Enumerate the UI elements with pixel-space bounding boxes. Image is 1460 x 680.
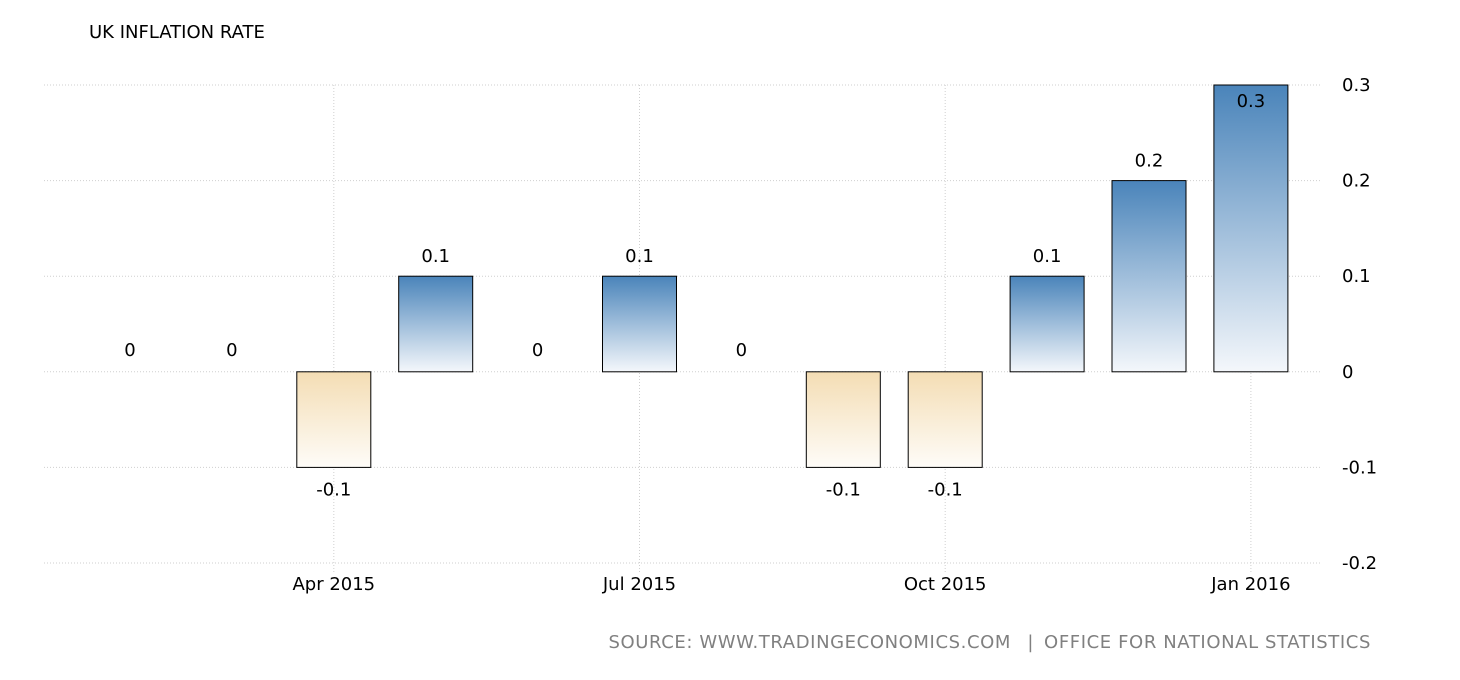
source-separator: | xyxy=(1027,632,1035,653)
bars xyxy=(296,84,1289,468)
horizontal-gridlines xyxy=(44,84,1322,564)
bar-data-label: -0.1 xyxy=(928,479,963,500)
x-axis-tick-labels: Apr 2015 Jul 2015 Oct 2015 Jan 2016 xyxy=(292,574,1290,595)
bar-data-label: 0 xyxy=(124,340,135,361)
y-tick-label: 0.2 xyxy=(1342,171,1371,192)
bar xyxy=(907,371,983,468)
y-tick-label: 0.1 xyxy=(1342,266,1371,287)
x-tick-label: Oct 2015 xyxy=(904,574,987,595)
y-tick-label: 0 xyxy=(1342,362,1353,383)
y-tick-label: -0.1 xyxy=(1342,457,1377,478)
bar-data-label: 0 xyxy=(736,340,747,361)
source-publisher: OFFICE FOR NATIONAL STATISTICS xyxy=(1044,632,1371,653)
bar-data-label: -0.1 xyxy=(826,479,861,500)
bar xyxy=(1111,180,1187,373)
bar-data-label: -0.1 xyxy=(316,479,351,500)
bar xyxy=(602,275,677,373)
x-tick-label: Jan 2016 xyxy=(1210,574,1290,595)
y-axis-tick-labels: 0.3 0.2 0.1 0 -0.1 -0.2 xyxy=(1342,75,1377,574)
bar xyxy=(805,371,881,468)
source-credit: SOURCE: WWW.TRADINGECONOMICS.COM | OFFICE… xyxy=(608,632,1371,653)
y-tick-label: 0.3 xyxy=(1342,75,1371,96)
bar-data-label: 0.3 xyxy=(1237,91,1266,112)
bar xyxy=(398,275,474,373)
source-link[interactable]: WWW.TRADINGECONOMICS.COM xyxy=(699,632,1012,653)
bar xyxy=(1213,84,1289,373)
bar-data-labels: 0 0 -0.1 0.1 0 0.1 0 -0.1 -0.1 0.1 0.2 0.3 xyxy=(124,91,1265,500)
source-label: SOURCE: xyxy=(608,632,694,653)
bar-data-label: 0.2 xyxy=(1135,151,1164,172)
y-tick-label: -0.2 xyxy=(1342,553,1377,574)
x-tick-label: Jul 2015 xyxy=(602,574,676,595)
bar-data-label: 0 xyxy=(532,340,543,361)
bar-data-label: 0 xyxy=(226,340,237,361)
bar-data-label: 0.1 xyxy=(421,246,450,267)
bar-data-label: 0.1 xyxy=(625,246,654,267)
x-tick-label: Apr 2015 xyxy=(292,574,375,595)
bar xyxy=(1009,275,1085,373)
chart-title: UK INFLATION RATE xyxy=(89,22,265,43)
bar-data-label: 0.1 xyxy=(1033,246,1062,267)
bar xyxy=(296,371,372,468)
